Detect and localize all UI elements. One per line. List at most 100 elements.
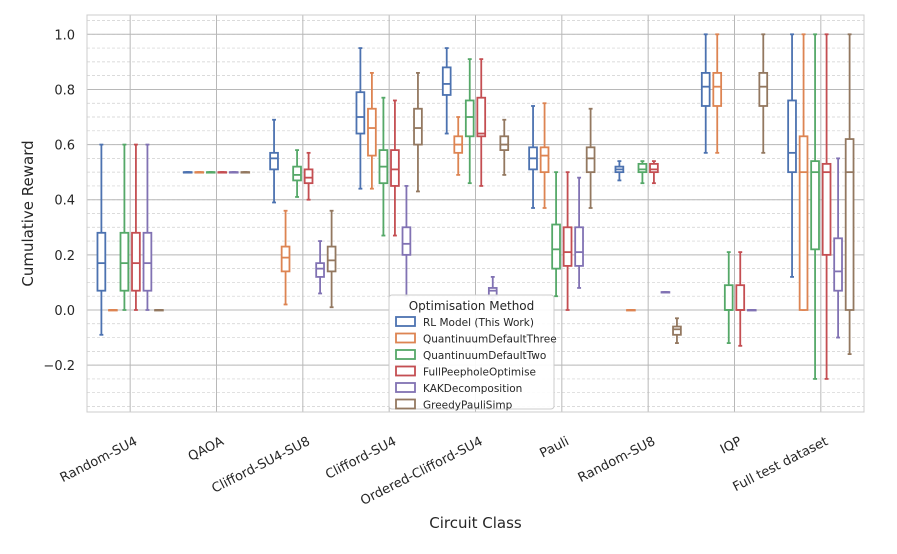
box-body [441,66,452,96]
box-body [355,91,366,135]
box-body [142,231,153,292]
legend-label: GreedyPauliSimp [423,400,513,412]
box [182,171,193,174]
box-body [758,71,769,107]
box [700,33,711,154]
box-body [833,237,843,292]
box [378,96,389,237]
legend-swatch [395,382,416,393]
box [672,317,682,344]
box-body [131,231,141,292]
legend-item: FullPeepholeOptimise [395,365,536,379]
box [108,309,118,312]
x-tick-label: QAOA [186,434,227,465]
box-body [672,325,682,336]
box [464,58,475,185]
legend-items: RL Model (This Work) QuantinuumDefaultThr… [395,316,557,412]
legend-swatch [395,316,416,327]
legend-label: QuantinuumDefaultThree [423,334,557,346]
legend-label: RL Model (This Work) [423,317,534,329]
box [154,309,164,312]
series-quantinuumdefaultthree [108,33,809,312]
box [453,116,464,176]
box [401,185,412,298]
box [119,143,130,311]
y-axis-label: Cumulative Reward [19,140,37,286]
box-body [723,284,734,311]
box-body [464,99,475,138]
x-tick-label: Random-SU4 [58,434,140,486]
box [326,209,337,309]
box [821,33,832,380]
box [637,160,648,185]
y-axis-ticks: −0.2 0.0 0.2 0.4 0.6 0.8 1.0 [43,28,75,374]
x-tick-label: IQP [718,434,744,457]
box [735,251,746,347]
y-tick-label: −0.2 [43,359,75,374]
box [539,102,550,209]
box-body [637,162,648,174]
box [712,33,723,154]
box-body [315,262,325,278]
box-body [96,231,107,292]
box [626,309,636,312]
box-body [810,160,820,251]
legend-item: KAKDecomposition [395,382,522,395]
legend-swatch [395,398,416,410]
box-body [844,138,855,311]
legend-swatch [395,349,416,360]
legend-item: QuantinuumDefaultTwo [395,349,546,362]
x-axis-label: Circuit Class [429,514,522,532]
y-tick-label: 0.6 [54,139,75,154]
legend-swatch [395,332,416,344]
box [413,71,423,193]
box-body [735,284,746,311]
box [441,47,452,135]
box-body [390,149,400,187]
y-tick-label: 1.0 [54,28,75,43]
legend-label: KAKDecomposition [423,383,522,395]
box [280,209,291,306]
box [355,47,366,190]
box-body [292,165,302,182]
box-body [712,71,723,107]
box-body [798,135,809,311]
box [562,171,573,311]
box-body [367,107,377,157]
box [476,58,487,187]
box [649,160,659,185]
box [844,33,855,356]
box [142,143,153,311]
box-body [562,226,573,267]
box [194,171,205,174]
box-body [539,146,550,174]
series-rl-model-this-work- [96,33,797,336]
box [746,309,757,312]
y-tick-label: 0.4 [54,194,75,209]
x-tick-label: Clifford-SU4 [323,434,399,482]
box [798,33,809,311]
box-body [585,146,596,174]
legend-title: Optimisation Method [409,299,535,313]
box [228,171,239,174]
legend: Optimisation Method RL Model (This Work)… [388,294,557,412]
box [660,291,671,294]
x-tick-label: Full test dataset [731,434,831,495]
box [315,240,325,295]
box-body [499,135,510,151]
x-tick-label: Pauli [537,434,571,461]
box [614,160,625,182]
box-body [821,162,832,256]
legend-item: QuantinuumDefaultThree [395,332,557,346]
box [787,33,797,278]
series-fullpeepholeoptimise [131,33,832,380]
box-body [574,226,584,267]
box-body [551,223,561,270]
y-tick-label: 0.2 [54,249,75,264]
box-body [700,71,711,107]
legend-swatch [395,365,416,377]
box [292,149,302,198]
x-tick-label: Random-SU8 [576,434,658,486]
